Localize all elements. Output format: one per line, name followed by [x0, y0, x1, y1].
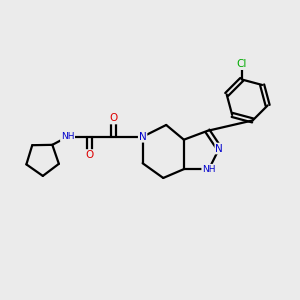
Text: NH: NH: [61, 132, 74, 141]
Text: O: O: [85, 150, 94, 160]
Text: Cl: Cl: [236, 59, 247, 69]
Text: N: N: [215, 143, 223, 154]
Text: N: N: [139, 132, 146, 142]
Text: O: O: [109, 113, 117, 124]
Text: NH: NH: [202, 165, 216, 174]
